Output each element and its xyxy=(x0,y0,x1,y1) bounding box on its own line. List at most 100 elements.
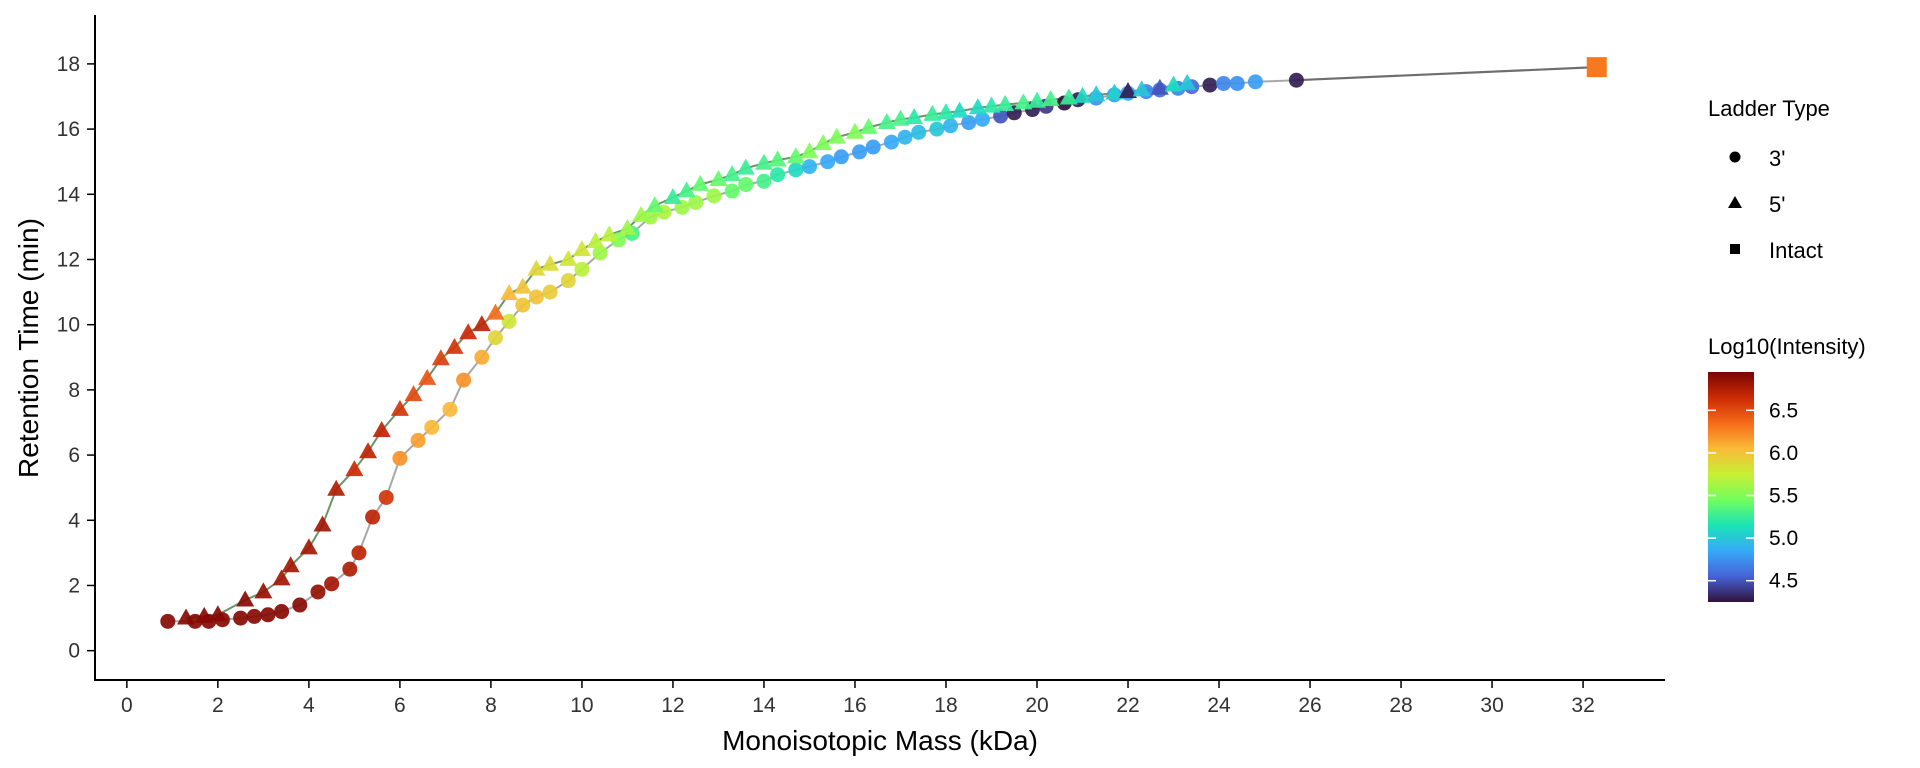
point-3prime xyxy=(365,509,381,525)
colorbar xyxy=(1708,372,1754,602)
point-3prime xyxy=(961,115,977,131)
point-5prime xyxy=(814,134,833,151)
point-5prime xyxy=(372,421,391,438)
x-tick-label: 18 xyxy=(934,694,957,717)
point-3prime xyxy=(324,576,340,592)
point-3prime xyxy=(160,613,176,629)
point-5prime xyxy=(663,187,682,204)
x-ticks: 0 2 4 6 8 10 12 14 16 18 20 22 24 26 28 30 32 xyxy=(121,680,1595,717)
point-3prime xyxy=(738,177,754,193)
x-tick-label: 4 xyxy=(303,694,315,717)
point-5prime xyxy=(618,218,637,235)
legend-circle-marker xyxy=(1729,151,1741,163)
point-5prime xyxy=(327,479,346,496)
legend-label-3prime: 3' xyxy=(1769,146,1785,171)
point-5prime xyxy=(1105,83,1124,100)
point-3prime xyxy=(897,129,913,145)
point-5prime xyxy=(845,122,864,139)
y-ticks: 0 2 4 6 8 10 12 14 16 18 xyxy=(57,53,95,663)
point-3prime xyxy=(929,121,945,137)
point-5prime xyxy=(1119,82,1138,99)
point-5prime xyxy=(1028,91,1046,108)
point-5prime xyxy=(236,590,255,607)
point-5prime xyxy=(968,98,987,115)
colorbar-tick-label: 6.5 xyxy=(1769,399,1798,422)
y-tick-label: 16 xyxy=(57,118,80,141)
point-3prime xyxy=(820,154,836,170)
point-5prime xyxy=(736,158,755,175)
point-3prime xyxy=(801,159,817,175)
point-5prime xyxy=(177,608,196,625)
point-3prime xyxy=(756,173,772,189)
point-3prime xyxy=(1247,74,1263,90)
point-5prime xyxy=(677,181,696,198)
x-tick-label: 12 xyxy=(661,694,684,717)
point-5prime xyxy=(645,196,664,213)
point-5prime xyxy=(313,515,332,532)
point-5prime xyxy=(723,165,742,182)
x-tick-label: 26 xyxy=(1298,694,1321,717)
legend-square-marker xyxy=(1730,244,1740,254)
point-3prime xyxy=(883,134,899,150)
x-tick-label: 22 xyxy=(1116,694,1139,717)
point-5prime xyxy=(445,337,464,354)
point-5prime xyxy=(431,349,450,366)
point-3prime xyxy=(1216,75,1232,91)
point-5prime xyxy=(500,284,519,301)
colorbar-ticks: 6.5 6.0 5.5 5.0 4.5 xyxy=(1708,399,1798,593)
point-3prime xyxy=(911,124,927,140)
point-3prime xyxy=(442,401,458,417)
legend-triangle-marker xyxy=(1728,196,1742,208)
point-3prime xyxy=(788,162,804,178)
point-5prime xyxy=(768,150,787,167)
point-3prime xyxy=(852,144,868,160)
point-3prime xyxy=(833,149,849,165)
x-tick-label: 6 xyxy=(394,694,406,717)
colorbar-tick-label: 5.5 xyxy=(1769,485,1798,508)
point-5prime xyxy=(891,109,910,126)
point-3prime xyxy=(456,372,472,388)
point-5prime xyxy=(390,399,409,416)
point-5prime xyxy=(600,225,619,242)
point-3prime xyxy=(378,489,394,505)
series-line xyxy=(185,82,1188,620)
point-3prime xyxy=(233,610,249,626)
point-5prime xyxy=(281,556,300,573)
x-tick-label: 20 xyxy=(1025,694,1048,717)
point-5prime xyxy=(632,205,651,222)
point-5prime xyxy=(859,117,878,134)
point-3prime xyxy=(943,118,959,134)
point-3prime xyxy=(501,313,517,329)
y-tick-label: 2 xyxy=(68,574,80,597)
x-axis-title: Monoisotopic Mass (kDa) xyxy=(722,725,1038,756)
point-3prime xyxy=(574,261,590,277)
point-3prime xyxy=(292,597,308,613)
x-tick-label: 14 xyxy=(752,694,776,717)
colorbar-tick-label: 4.5 xyxy=(1769,570,1798,593)
point-3prime xyxy=(688,194,704,210)
point-3prime xyxy=(246,608,262,624)
shape-legend-title: Ladder Type xyxy=(1708,96,1830,121)
point-3prime xyxy=(592,245,608,261)
point-3prime xyxy=(865,139,881,155)
point-3prime xyxy=(310,584,326,600)
colorbar-tick-label: 5.0 xyxy=(1769,527,1798,550)
colorbar-tick-label: 6.0 xyxy=(1769,442,1798,465)
points-layer xyxy=(160,57,1607,629)
y-tick-label: 10 xyxy=(57,314,80,337)
point-5prime xyxy=(272,569,291,586)
point-5prime xyxy=(709,170,728,187)
point-5prime xyxy=(299,538,318,555)
x-tick-label: 10 xyxy=(570,694,593,717)
y-tick-label: 18 xyxy=(57,53,80,76)
point-5prime xyxy=(1150,78,1169,95)
point-5prime xyxy=(572,240,591,257)
point-3prime xyxy=(542,284,558,300)
point-5prime xyxy=(586,231,605,248)
x-tick-label: 32 xyxy=(1571,694,1594,717)
point-5prime xyxy=(359,442,378,459)
point-5prime xyxy=(418,368,437,385)
x-tick-label: 30 xyxy=(1480,694,1503,717)
point-5prime xyxy=(472,315,491,332)
point-5prime xyxy=(691,174,710,191)
